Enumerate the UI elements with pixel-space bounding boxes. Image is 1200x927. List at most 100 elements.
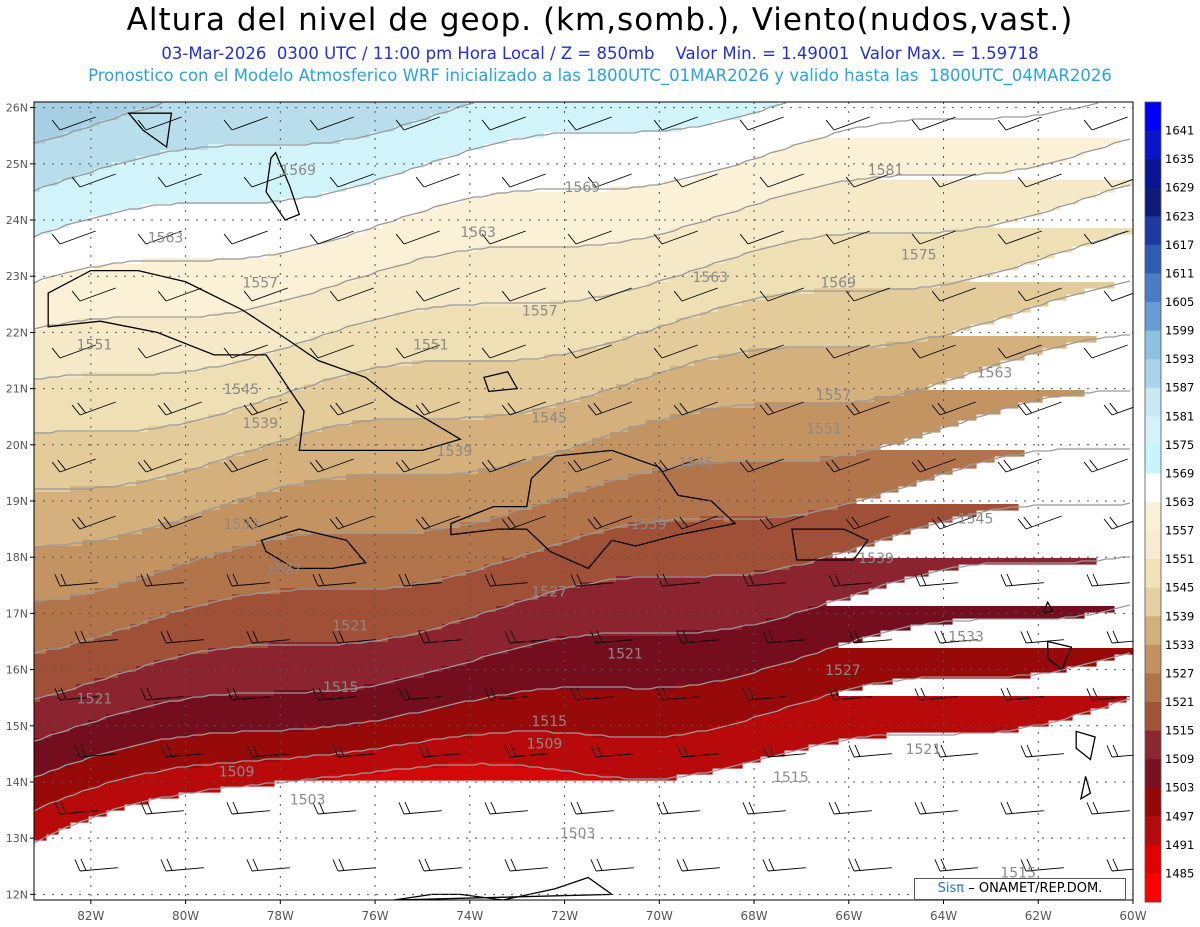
barb-staff — [939, 867, 978, 872]
barb-flag — [249, 402, 258, 414]
shade-cell — [496, 606, 809, 613]
shade-cell — [34, 546, 233, 553]
wind-barb — [931, 401, 976, 416]
barb-flag — [673, 404, 683, 416]
shade-cell — [34, 666, 137, 673]
barb-flag — [332, 745, 339, 758]
barb-flag — [487, 459, 496, 471]
coast-lesser-antilles-1 — [1041, 600, 1054, 615]
shade-cell — [484, 654, 803, 661]
wind-barb — [656, 801, 700, 815]
shade-cell — [34, 564, 173, 571]
legend-swatch — [1145, 616, 1161, 646]
barb-staff — [595, 753, 634, 758]
contour-1503 — [34, 604, 1131, 778]
shade-cell — [34, 774, 131, 781]
barb-staff — [833, 696, 872, 701]
wind-barb — [759, 173, 804, 188]
barb-flag — [653, 347, 663, 359]
barb-flag — [590, 631, 597, 644]
legend-label: 1623 — [1165, 209, 1194, 223]
barb-staff — [231, 458, 268, 473]
barb-flag — [80, 858, 87, 871]
shade-cell — [34, 306, 251, 313]
barb-flag — [318, 801, 325, 814]
contour-label: 1539 — [242, 416, 278, 432]
barb-flag — [157, 290, 167, 302]
wind-barb — [1017, 287, 1062, 302]
shade-cell — [46, 324, 347, 331]
barb-flag — [54, 802, 61, 815]
barb-staff — [231, 582, 270, 587]
shade-cell — [532, 456, 821, 463]
wind-barb — [762, 858, 806, 872]
barb-flag — [590, 745, 597, 758]
barb-flag — [329, 176, 339, 188]
shade-cell — [676, 684, 863, 691]
shade-cell — [34, 480, 137, 487]
barb-staff — [423, 753, 462, 758]
wind-barb — [1017, 401, 1062, 416]
y-tick-label: 13N — [6, 832, 28, 845]
shade-cell — [34, 702, 155, 709]
barb-flag — [166, 630, 173, 643]
shade-cell — [784, 192, 1097, 199]
wind-barb — [140, 801, 184, 815]
wind-barb — [137, 116, 182, 131]
barb-staff — [231, 344, 268, 359]
shade-cell — [280, 756, 761, 763]
x-tick-label: 60W — [1119, 909, 1146, 923]
shade-cell — [706, 264, 1019, 271]
barb-flag — [1023, 402, 1032, 414]
wind-barb — [570, 687, 614, 701]
shade-cell — [94, 636, 389, 643]
barb-flag — [80, 630, 87, 643]
shade-cell — [34, 396, 269, 403]
wind-barb — [567, 116, 612, 131]
wind-barb — [845, 173, 890, 188]
barb-flag — [418, 859, 425, 872]
barb-staff — [59, 810, 98, 815]
legend-swatch — [1145, 530, 1161, 560]
y-tick-label: 23N — [6, 270, 28, 283]
wind-barb — [845, 401, 890, 416]
shade-cell — [730, 516, 953, 523]
wind-barb — [759, 515, 804, 530]
wind-barb — [504, 858, 548, 872]
contour-label: 1569 — [280, 163, 316, 179]
y-tick-label: 19N — [6, 495, 28, 508]
barb-staff — [747, 582, 786, 587]
legend-swatch — [1145, 473, 1161, 503]
barb-flag — [570, 688, 577, 701]
x-tick-label: 68W — [740, 909, 767, 923]
shade-cell — [568, 492, 881, 499]
barb-flag — [504, 631, 511, 644]
coast-puerto-rico — [791, 528, 869, 561]
shade-cell — [640, 330, 953, 337]
shade-cell — [202, 510, 509, 517]
wind-barb — [309, 344, 354, 359]
wind-barb — [157, 401, 202, 416]
shade-cell — [34, 114, 119, 121]
shade-cell — [532, 408, 701, 415]
shade-cell — [364, 684, 677, 691]
shade-cell — [550, 300, 743, 307]
barb-flag — [80, 744, 87, 757]
shade-cell — [346, 324, 659, 331]
shade-cell — [688, 270, 995, 277]
shade-cell — [334, 282, 647, 289]
barb-staff — [317, 230, 354, 245]
shade-cell — [34, 246, 299, 253]
barb-flag — [673, 176, 683, 188]
wind-barb — [501, 287, 546, 302]
barb-flag — [404, 801, 411, 814]
contour-label: 1539 — [631, 517, 667, 533]
coast-great-inagua — [483, 370, 519, 393]
contour-label: 1569 — [820, 275, 856, 291]
shade-cell — [88, 786, 221, 793]
barb-flag — [1026, 858, 1033, 871]
barb-staff — [595, 515, 632, 530]
shade-cell — [34, 762, 71, 769]
shade-cell — [748, 204, 1061, 211]
shade-cell — [46, 648, 209, 655]
